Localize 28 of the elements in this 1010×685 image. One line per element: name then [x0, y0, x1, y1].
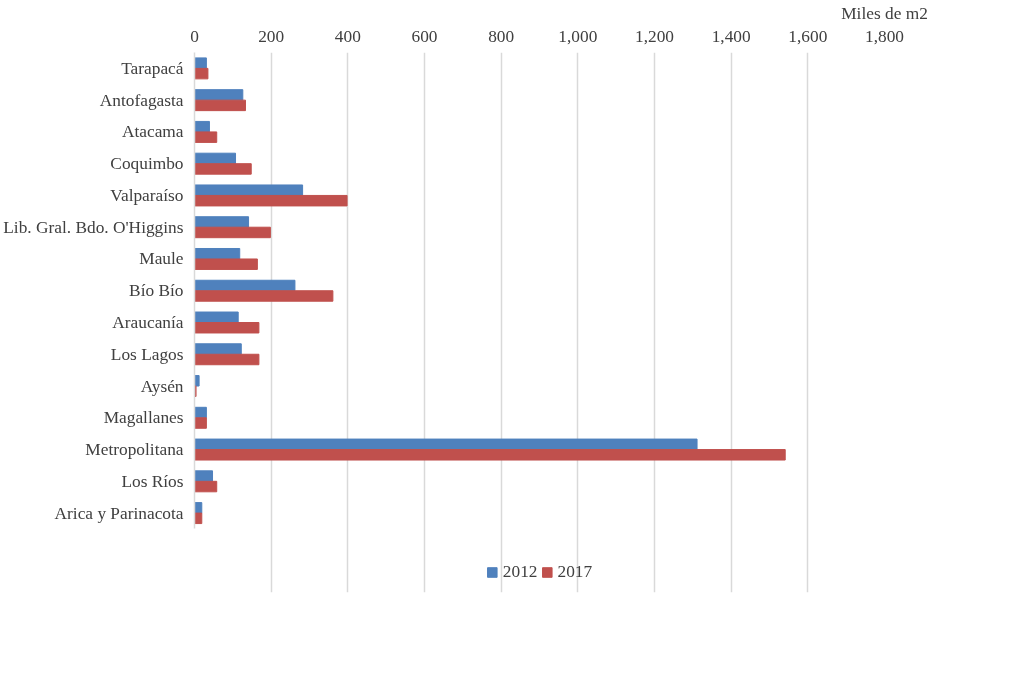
y-tick-label: Antofagasta	[99, 90, 184, 110]
y-tick-label: Magallanes	[103, 408, 184, 428]
y-tick-label: Valparaíso	[110, 185, 184, 205]
x-tick-label: 800	[488, 26, 515, 46]
x-tick-label: 1,800	[865, 26, 905, 46]
x-tick-label: 400	[334, 26, 361, 46]
x-tick-label: 1,000	[558, 26, 598, 46]
y-tick-label: Bío Bío	[129, 281, 184, 301]
y-tick-label: Tarapacá	[121, 58, 184, 78]
x-tick-label: 1,400	[711, 26, 751, 46]
y-tick-label: Coquimbo	[110, 154, 184, 174]
legend-label: 2017	[557, 562, 593, 582]
y-tick-label: Maule	[139, 249, 184, 269]
x-tick-label: 200	[258, 26, 285, 46]
x-axis-title: Miles de m2	[841, 3, 928, 23]
x-tick-label: 600	[411, 26, 438, 46]
x-tick-label: 0	[190, 26, 199, 46]
y-tick-label: Los Ríos	[121, 471, 184, 491]
y-tick-label: Aysén	[140, 376, 184, 396]
y-tick-label: Lib. Gral. Bdo. O'Higgins	[3, 217, 184, 237]
y-tick-label: Arica y Parinacota	[54, 503, 184, 523]
y-tick-label: Metropolitana	[85, 440, 184, 460]
x-tick-label: 1,600	[788, 26, 828, 46]
legend-label: 2012	[502, 562, 538, 582]
x-tick-label: 1,200	[635, 26, 675, 46]
y-tick-label: Araucanía	[112, 313, 184, 332]
y-tick-label: Atacama	[121, 122, 184, 142]
y-tick-label: Los Lagos	[110, 344, 184, 364]
